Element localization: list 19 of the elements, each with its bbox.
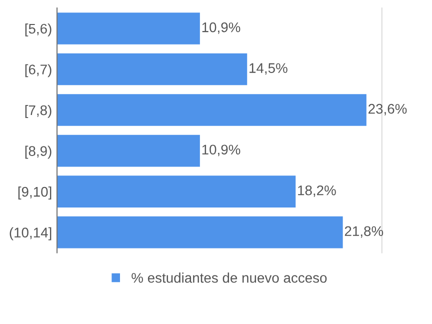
y-tick-label: [9,10] bbox=[18, 186, 52, 200]
data-label: 10,9% bbox=[202, 144, 240, 156]
bar bbox=[57, 12, 200, 44]
bar bbox=[57, 94, 366, 126]
data-label: 14,5% bbox=[250, 63, 288, 75]
data-label: 18,2% bbox=[298, 185, 336, 197]
y-tick-label: [6,7) bbox=[25, 64, 52, 78]
bar bbox=[57, 176, 296, 208]
data-label: 10,9% bbox=[202, 22, 240, 34]
bar bbox=[57, 134, 200, 167]
legend-label: % estudiantes de nuevo acceso bbox=[132, 272, 327, 283]
y-tick-label: [7,8) bbox=[25, 104, 52, 118]
bar bbox=[57, 53, 248, 86]
y-tick-label: (10,14] bbox=[10, 227, 52, 240]
bar bbox=[57, 216, 343, 248]
data-label: 23,6% bbox=[368, 104, 407, 116]
data-label: 21,8% bbox=[344, 226, 384, 238]
y-tick-label: [5,6) bbox=[25, 23, 52, 36]
y-tick-label: [8,9) bbox=[25, 146, 52, 159]
